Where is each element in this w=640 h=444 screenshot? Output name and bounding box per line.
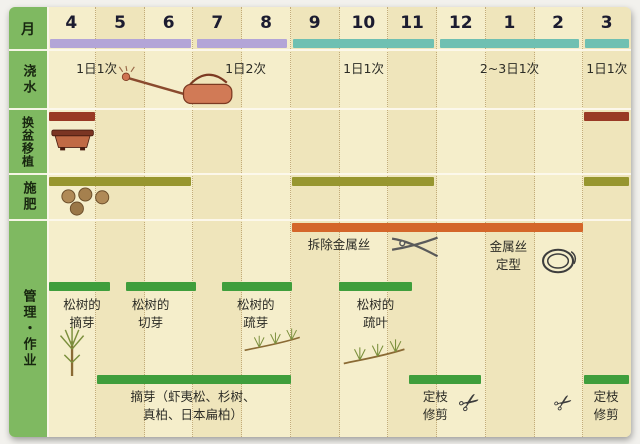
month-column xyxy=(145,7,194,437)
task-text: 松树的疏叶 xyxy=(356,297,395,330)
task-label: 定枝修剪 xyxy=(581,388,631,423)
month-header: 7 xyxy=(211,12,224,33)
month-header: 8 xyxy=(260,12,272,33)
fertilizing-band xyxy=(583,177,630,186)
month-column xyxy=(437,7,486,437)
month-column xyxy=(95,7,145,437)
month-column xyxy=(242,7,291,437)
fertilizing-row xyxy=(47,174,631,220)
month-header: 3 xyxy=(600,12,613,33)
row-divider xyxy=(9,173,631,175)
month-column xyxy=(47,7,96,437)
task-label: 松树的摘芽 xyxy=(47,296,117,331)
pine-sprout-icon xyxy=(59,326,84,376)
pine-branch-icon xyxy=(343,339,405,365)
task-text: 松树的摘芽 xyxy=(63,297,101,330)
watering-period-strip xyxy=(293,39,434,48)
month-column xyxy=(193,7,242,437)
row-label-management: 管理・作业 xyxy=(9,220,47,437)
month-column xyxy=(485,7,535,437)
fertilizer-pellets-icon xyxy=(61,187,109,216)
fertilizing-band xyxy=(48,177,192,186)
row-divider xyxy=(9,108,631,110)
scissors-icon: ✂ xyxy=(549,388,579,420)
month-grid xyxy=(47,7,631,437)
row-label-fertilizing-text: 施肥 xyxy=(20,181,36,213)
remove-wire-label: 拆除金属丝 xyxy=(307,237,371,252)
task-label: 松树的切芽 xyxy=(120,296,181,331)
month-column xyxy=(290,7,340,437)
watering-frequency: 1日1次 xyxy=(586,61,628,76)
task-label: 松树的疏叶 xyxy=(345,296,406,331)
repotting-band xyxy=(48,112,96,121)
row-divider xyxy=(9,219,631,221)
wire-coil-icon xyxy=(542,248,577,274)
task-text: 定枝修剪 xyxy=(593,389,619,422)
row-label-watering-text: 浇水 xyxy=(20,63,36,96)
task-label: 定枝修剪 xyxy=(409,388,462,423)
task-band xyxy=(125,282,196,291)
row-label-fertilizing: 施肥 xyxy=(9,174,47,220)
month-axis-text: 月 xyxy=(21,21,35,38)
watering-period-strip xyxy=(440,39,580,48)
sidebar-divider xyxy=(47,7,49,437)
watering-frequency: 1日1次 xyxy=(343,61,384,76)
repotting-row xyxy=(47,109,631,174)
month-header: 6 xyxy=(162,12,175,33)
task-band xyxy=(583,375,630,384)
month-axis-label: 月 xyxy=(9,7,47,50)
task-text: 摘芽（虾夷松、杉树、真柏、日本扁柏） xyxy=(130,389,256,422)
task-label: 摘芽（虾夷松、杉树、真柏、日本扁柏） xyxy=(94,388,293,423)
row-label-watering: 浇水 xyxy=(9,50,47,109)
task-band xyxy=(339,282,412,291)
task-band xyxy=(222,282,293,291)
watering-period-strip xyxy=(196,39,288,48)
watering-frequency: 2~3日1次 xyxy=(479,61,540,76)
month-header: 11 xyxy=(400,12,424,33)
wire-work-band xyxy=(292,223,583,232)
task-band xyxy=(97,375,291,384)
watering-row: 1日1次 1日2次 1日1次 2~3日1次 1日1次 xyxy=(47,50,631,109)
month-column xyxy=(340,7,389,437)
month-header: 4 xyxy=(65,12,78,33)
task-text: 松树的切芽 xyxy=(131,297,170,330)
row-label-management-text: 管理・作业 xyxy=(20,288,36,369)
row-label-repotting-text: 换盆移植 xyxy=(20,115,35,168)
month-header: 5 xyxy=(114,12,126,33)
month-header: 1 xyxy=(503,12,516,33)
period-strip-row xyxy=(47,39,631,49)
watering-period-strip xyxy=(585,39,629,48)
management-row: 拆除金属丝 金属丝定型 松树的摘芽 松树的切芽 松树的疏芽 松 xyxy=(47,220,631,437)
month-header-row: 4 5 6 7 8 9 10 11 12 1 2 3 xyxy=(47,7,631,38)
row-divider xyxy=(9,49,631,51)
month-header: 9 xyxy=(308,12,321,33)
row-label-column xyxy=(9,7,47,437)
task-band xyxy=(409,375,482,384)
task-label: 松树的疏芽 xyxy=(225,296,286,331)
row-label-repotting: 换盆移植 xyxy=(9,109,47,174)
shape-wire-label: 金属丝定型 xyxy=(485,238,532,273)
watering-period-strip xyxy=(49,39,192,48)
task-text: 松树的疏芽 xyxy=(237,297,275,330)
month-header: 12 xyxy=(448,12,473,33)
watering-frequency: 1日1次 xyxy=(76,61,118,76)
month-header: 2 xyxy=(552,12,564,33)
month-column xyxy=(535,7,584,437)
bonsai-pot-icon xyxy=(51,129,94,151)
calendar-card: 月 浇水 换盆移植 施肥 管理・作业 4 5 6 7 8 9 10 11 12 … xyxy=(9,7,631,437)
shape-wire-text: 金属丝定型 xyxy=(489,239,528,272)
watering-can-icon xyxy=(119,65,233,105)
watering-frequency: 1日2次 xyxy=(225,61,266,76)
pine-branch-icon xyxy=(244,328,300,352)
task-band xyxy=(48,282,111,291)
repotting-band xyxy=(583,112,630,121)
wire-cutter-pliers-icon xyxy=(391,236,438,258)
month-column xyxy=(388,7,437,437)
month-header: 10 xyxy=(351,12,376,33)
task-text: 定枝修剪 xyxy=(422,389,448,422)
month-column xyxy=(583,7,631,437)
fertilizing-band xyxy=(292,177,434,186)
